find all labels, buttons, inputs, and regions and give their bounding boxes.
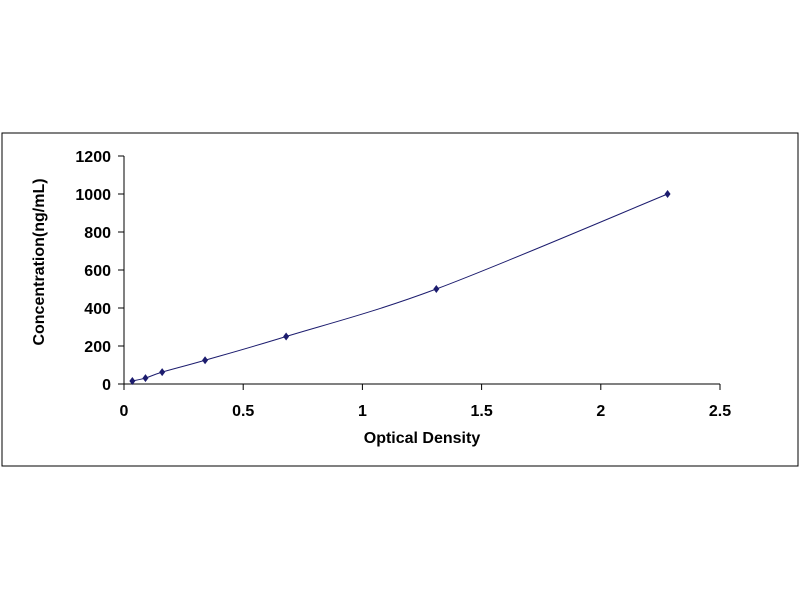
x-tick-label: 1.5 [470,403,492,420]
data-point [664,190,671,198]
x-tick-label: 0.5 [232,403,254,420]
chart-frame [1,132,799,467]
data-point [283,332,290,341]
y-tick-label: 1000 [75,187,111,204]
y-tick-label: 1200 [75,149,111,166]
y-tick-label: 200 [84,339,111,356]
data-point [433,285,440,293]
x-tick-label: 1 [358,403,367,420]
y-tick-label: 0 [102,377,111,394]
data-point [142,374,149,383]
y-axis-label: Concentration(ng/mL) [31,178,48,345]
y-tick-label: 800 [84,225,111,242]
x-tick-label: 0 [120,403,129,420]
x-tick-label: 2.5 [709,403,731,420]
data-point [159,368,166,377]
y-tick-label: 400 [84,301,111,318]
x-tick-label: 2 [596,403,605,420]
data-point [129,377,136,386]
series-line [132,193,668,382]
y-tick-label: 600 [84,263,111,280]
x-axis-label: Optical Density [364,430,481,447]
data-point [202,356,209,365]
